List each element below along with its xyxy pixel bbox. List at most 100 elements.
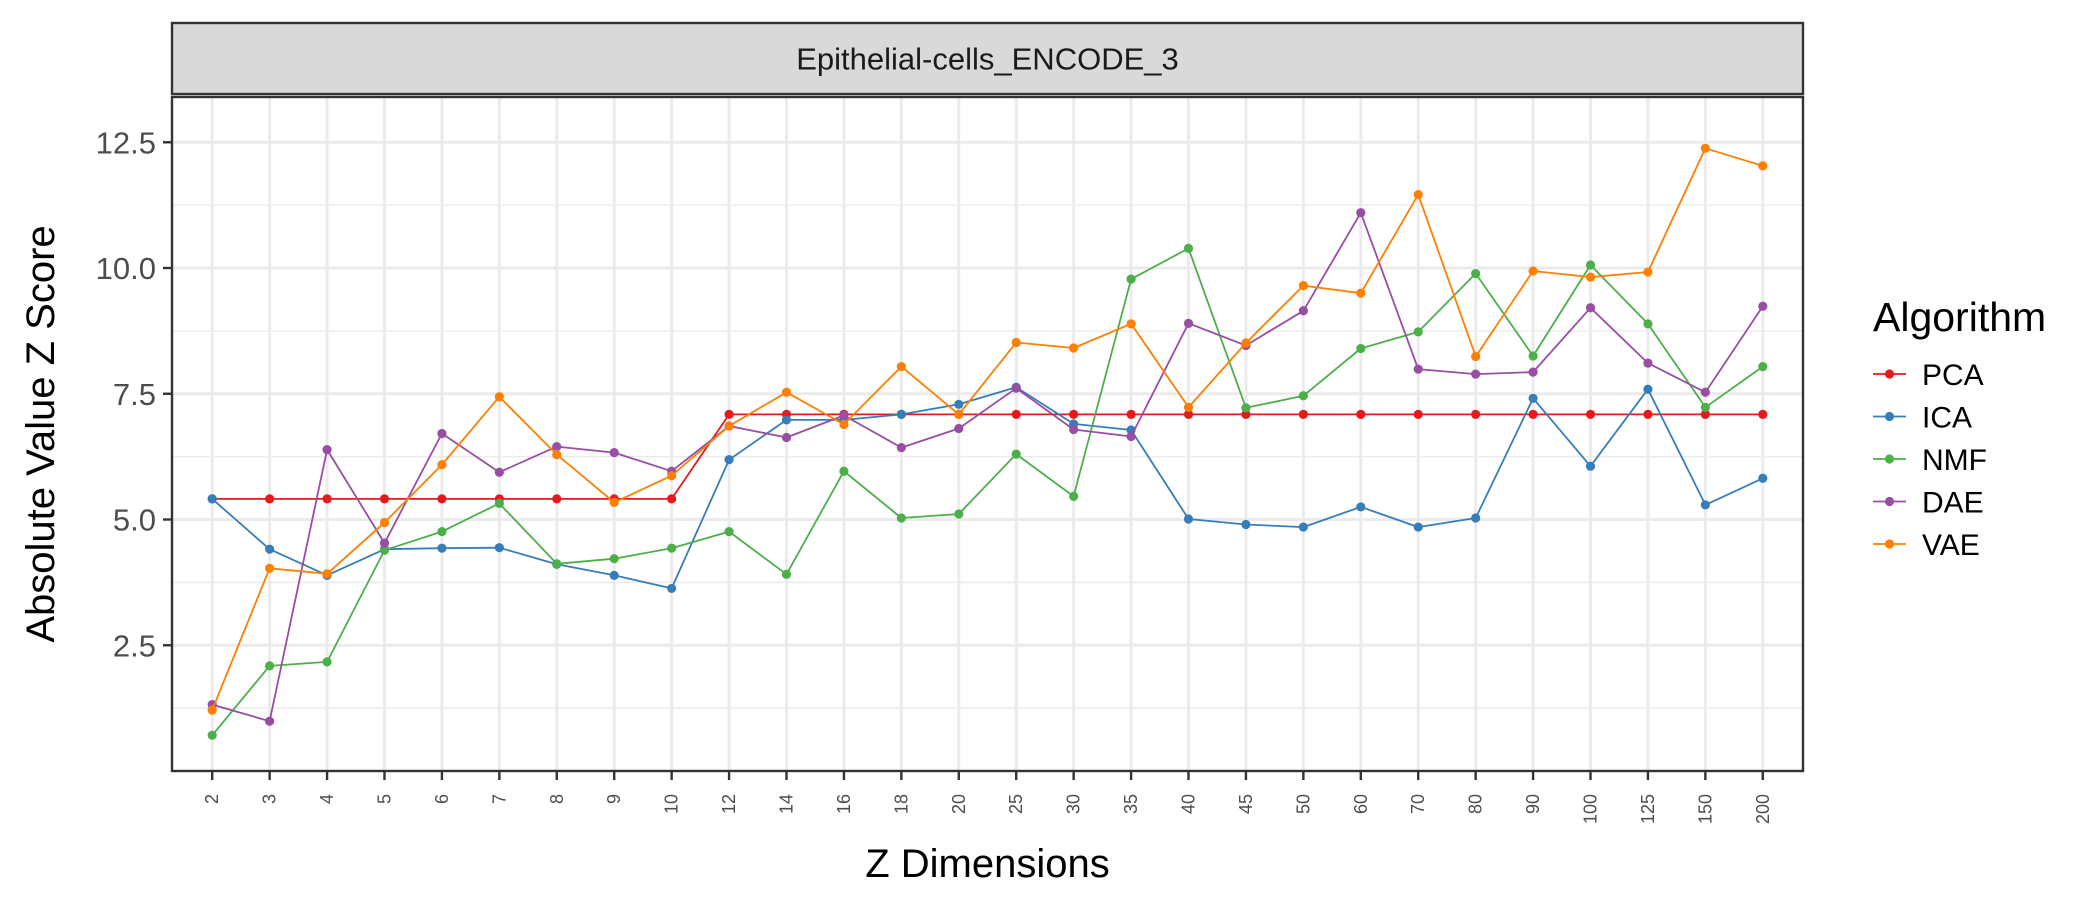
data-point-ica	[1183, 514, 1194, 524]
data-point-ica	[437, 543, 447, 553]
series-line-ica	[211, 386, 1764, 590]
data-point-ica	[1298, 522, 1308, 532]
data-point-nmf	[896, 513, 906, 523]
x-tick-label: 10	[662, 794, 682, 814]
data-point-vae	[896, 362, 906, 372]
x-tick-label: 5	[374, 794, 394, 804]
data-point-vae	[1183, 402, 1194, 412]
data-point-vae	[609, 497, 619, 508]
series-vae	[207, 143, 1768, 715]
data-point-dae	[437, 428, 447, 439]
legend-label: DAE	[1922, 487, 1984, 520]
data-point-pca	[1643, 409, 1653, 419]
data-point-pca	[1413, 409, 1423, 419]
data-point-vae	[1585, 272, 1596, 282]
data-point-dae	[1700, 387, 1710, 397]
data-point-nmf	[724, 526, 734, 537]
legend-label: PCA	[1922, 359, 1984, 392]
data-point-pca	[1356, 409, 1366, 419]
data-point-ica	[609, 570, 619, 580]
legend-key-point	[1884, 496, 1895, 507]
data-point-vae	[1298, 281, 1308, 291]
data-point-pca	[1298, 409, 1308, 419]
data-point-ica	[954, 399, 964, 409]
data-point-pca	[1700, 409, 1710, 419]
data-point-vae	[839, 419, 849, 430]
y-tick-label: 12.5	[96, 125, 156, 160]
data-point-pca	[724, 409, 734, 419]
data-point-dae	[265, 716, 275, 726]
legend-key-point	[1884, 411, 1895, 422]
x-tick-label: 9	[604, 794, 624, 804]
data-point-dae	[839, 410, 849, 420]
data-point-vae	[1471, 351, 1481, 362]
data-point-pca	[552, 494, 562, 504]
data-point-dae	[1126, 431, 1136, 442]
legend-label: VAE	[1922, 529, 1980, 562]
x-tick-label: 60	[1351, 794, 1371, 814]
x-tick-label: 12	[719, 794, 739, 814]
data-point-vae	[1413, 189, 1423, 200]
x-axis-title: Z Dimensions	[865, 842, 1110, 886]
data-point-dae	[954, 423, 964, 434]
data-point-vae	[954, 409, 964, 419]
data-point-nmf	[494, 498, 504, 509]
data-point-vae	[265, 563, 275, 573]
data-point-ica	[1356, 502, 1366, 512]
x-tick-label: 200	[1753, 794, 1773, 824]
data-point-pca	[437, 494, 447, 504]
data-point-nmf	[552, 559, 562, 569]
data-point-pca	[322, 494, 332, 504]
data-point-vae	[207, 705, 217, 715]
data-point-nmf	[207, 730, 217, 740]
data-point-nmf	[1298, 391, 1308, 401]
x-tick-label: 20	[949, 794, 969, 814]
legend-item-ica: ICA	[1873, 402, 1972, 435]
legend-key-point	[1884, 539, 1895, 549]
data-point-dae	[1069, 424, 1079, 435]
data-point-nmf	[609, 554, 619, 564]
data-point-ica	[265, 544, 275, 554]
x-tick-label: 18	[891, 794, 911, 814]
data-point-nmf	[1241, 403, 1251, 413]
data-point-nmf	[1356, 343, 1366, 354]
data-point-ica	[724, 455, 734, 465]
data-point-pca	[1585, 409, 1596, 419]
data-point-ica	[781, 415, 792, 425]
x-tick-label: 3	[260, 794, 280, 804]
x-tick-label: 80	[1466, 794, 1486, 814]
y-tick-label: 10.0	[96, 251, 156, 286]
data-point-dae	[1585, 303, 1596, 313]
data-point-nmf	[1643, 319, 1653, 329]
data-point-nmf	[1011, 449, 1021, 459]
data-point-pca	[1126, 409, 1136, 419]
data-point-ica	[1643, 384, 1653, 394]
x-tick-label: 4	[317, 794, 337, 804]
x-tick-label: 30	[1064, 794, 1084, 814]
data-point-vae	[1643, 267, 1653, 277]
data-point-vae	[1126, 319, 1136, 329]
data-point-nmf	[781, 569, 792, 579]
legend-item-vae: VAE	[1873, 529, 1980, 562]
x-tick-label: 45	[1236, 794, 1256, 814]
series-ica	[207, 382, 1768, 594]
data-point-vae	[1758, 161, 1768, 171]
legend-title: Algorithm	[1873, 294, 2046, 340]
data-point-nmf	[322, 657, 332, 667]
legend-item-dae: DAE	[1873, 487, 1984, 520]
data-point-nmf	[1758, 362, 1768, 372]
x-tick-label: 50	[1293, 794, 1313, 814]
legend-label: NMF	[1922, 444, 1987, 477]
y-tick-label: 7.5	[113, 377, 156, 412]
x-tick-label: 40	[1179, 794, 1199, 814]
data-point-vae	[379, 517, 390, 528]
data-point-dae	[1643, 358, 1653, 368]
data-point-dae	[1298, 306, 1308, 316]
data-point-pca	[1241, 409, 1251, 419]
data-point-nmf	[1585, 260, 1596, 270]
legend-key-point	[1884, 454, 1895, 464]
data-point-vae	[494, 392, 504, 402]
data-point-pca	[667, 494, 677, 504]
